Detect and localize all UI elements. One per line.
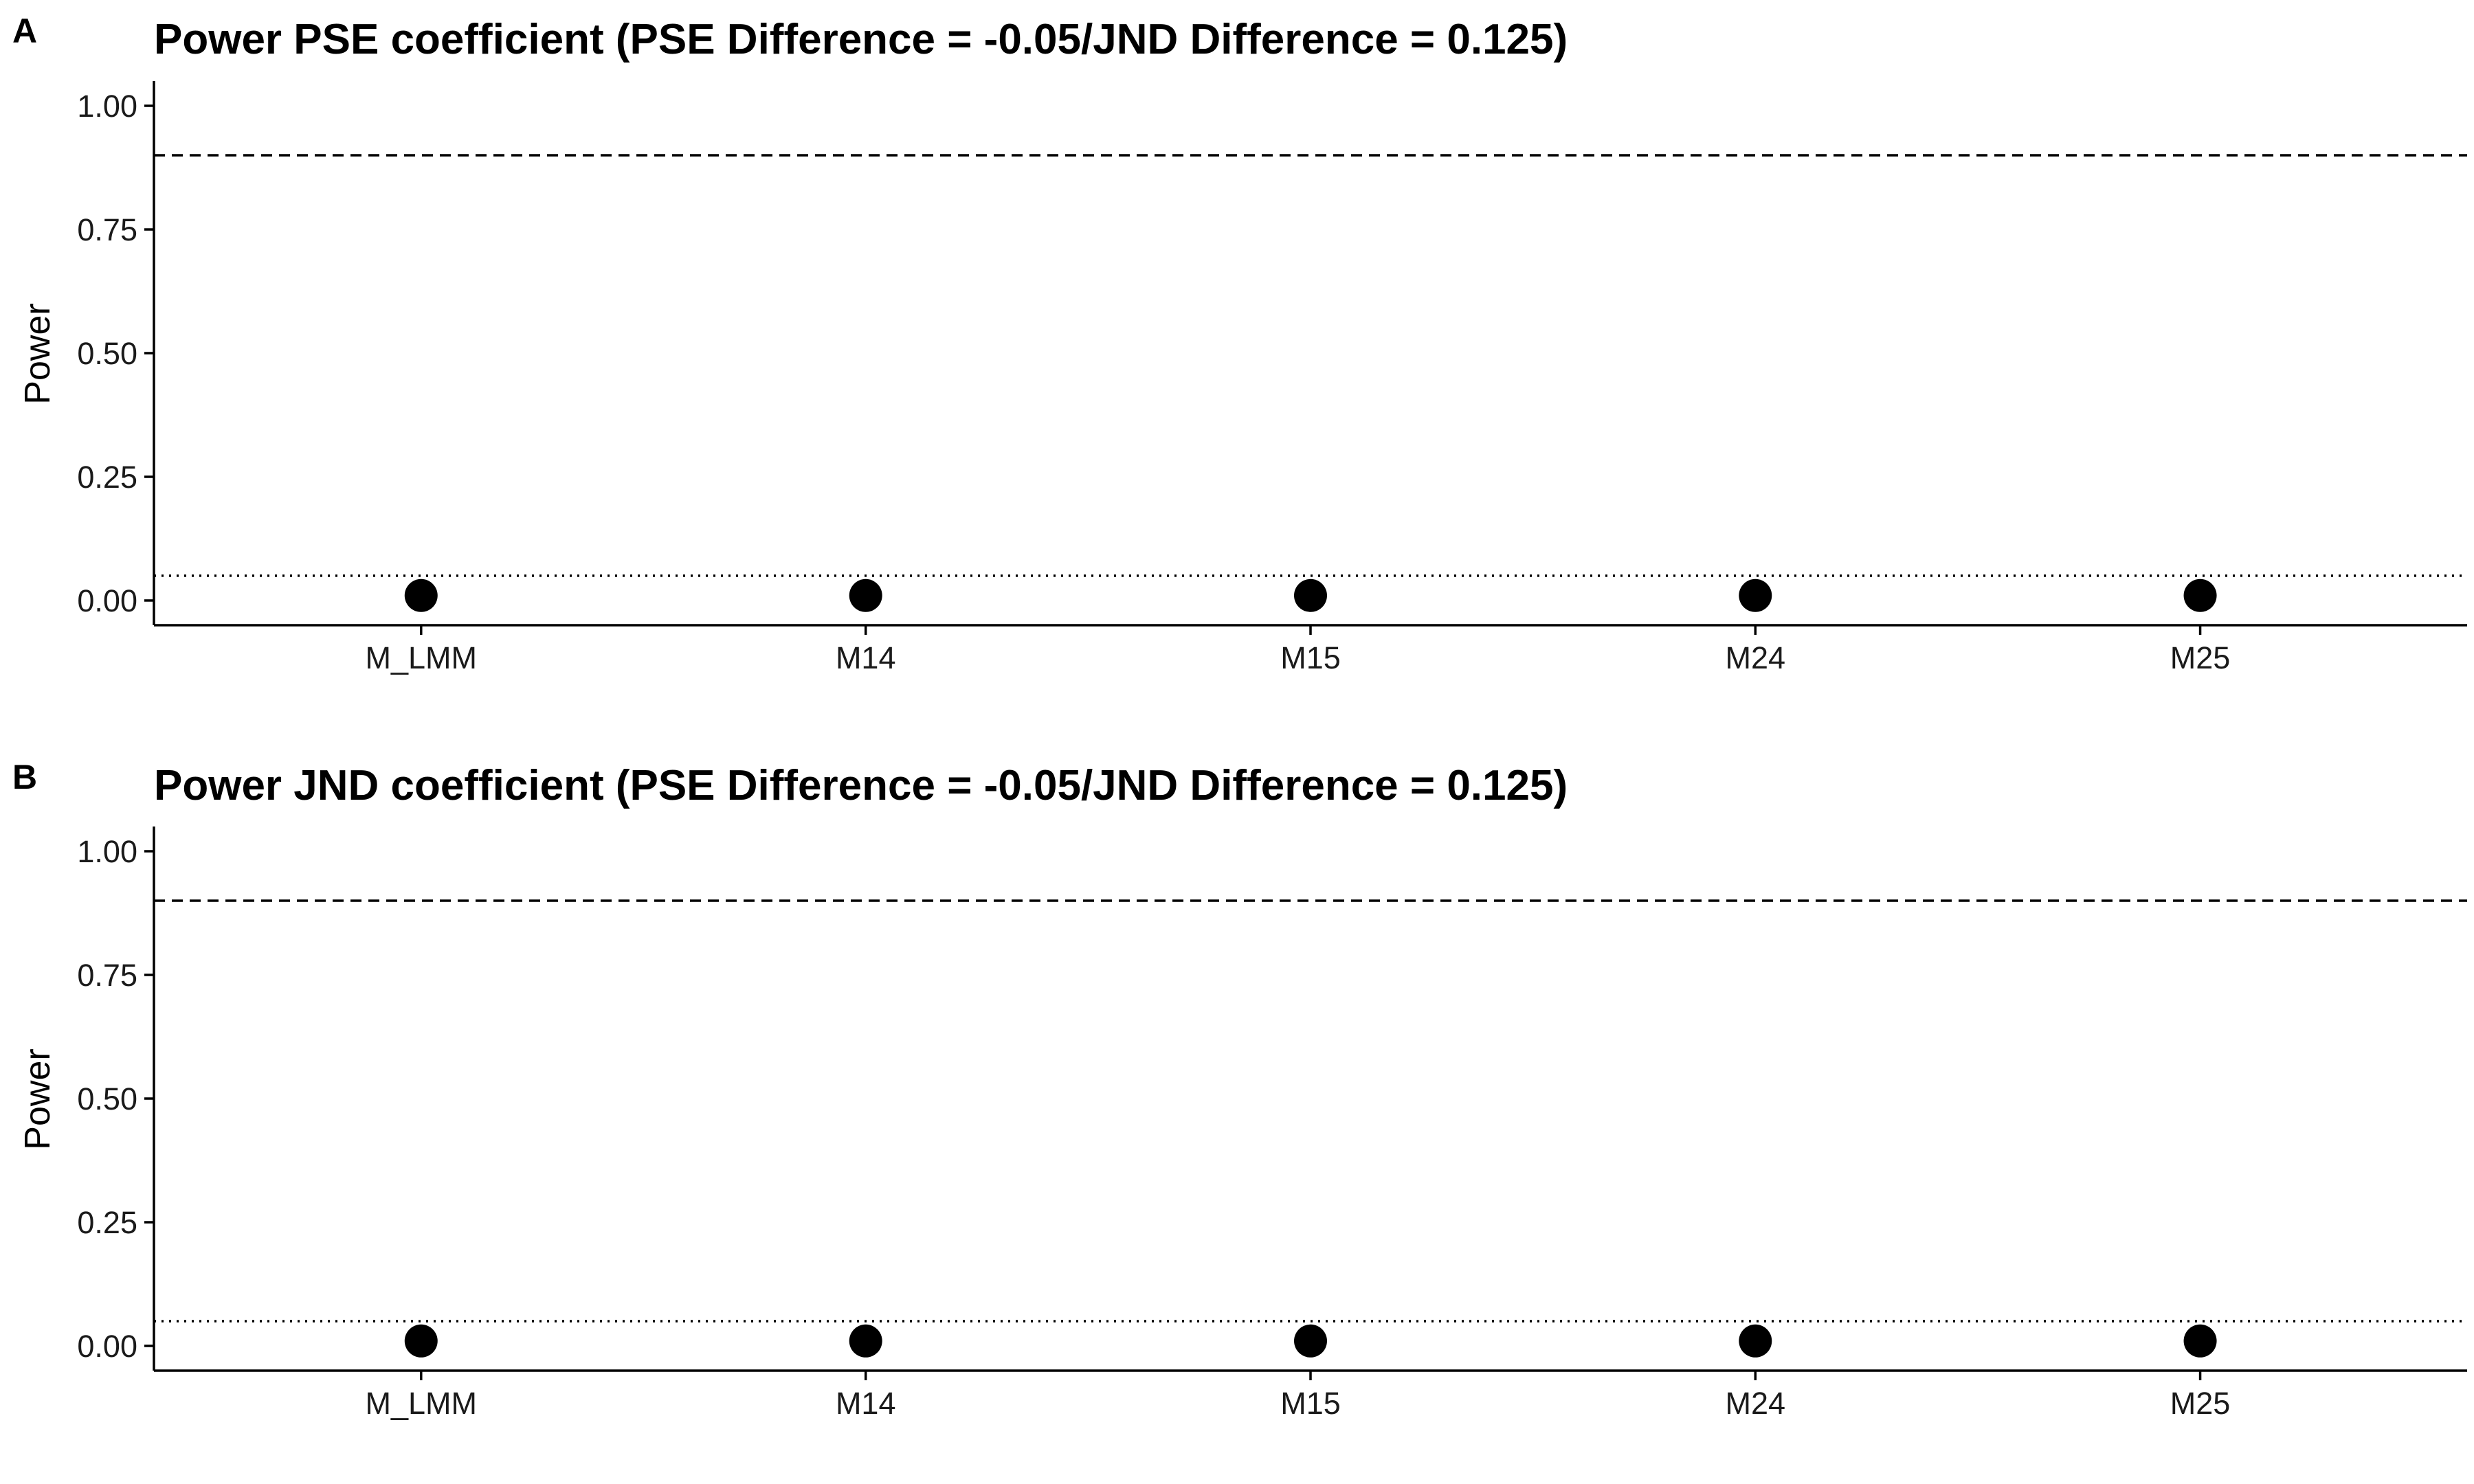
x-tick-label: M25: [2170, 640, 2231, 675]
y-tick-label: 0.25: [77, 460, 137, 495]
y-axis-label: Power: [18, 1048, 58, 1149]
x-tick-label: M14: [836, 640, 896, 675]
y-tick-label: 0.00: [77, 583, 137, 618]
data-point: [404, 1324, 438, 1358]
data-point: [2183, 578, 2217, 612]
data-point: [1294, 578, 1327, 612]
panel-label: A: [12, 12, 37, 50]
data-point: [1294, 1324, 1327, 1358]
data-point: [2183, 1324, 2217, 1358]
x-tick-label: M24: [1726, 1386, 1786, 1421]
plot-area: 0.00 0.25 0.50 0.75 1.00 M_LMM M14 M15 M24 M25: [77, 81, 2467, 675]
y-tick-label: 0.75: [77, 958, 137, 993]
x-tick-label: M_LMM: [366, 1386, 478, 1421]
y-tick-label: 1.00: [77, 89, 137, 124]
x-tick-label: M15: [1280, 1386, 1341, 1421]
y-tick-label: 0.50: [77, 1081, 137, 1116]
x-tick-label: M24: [1726, 640, 1786, 675]
y-tick-label: 0.75: [77, 212, 137, 247]
x-tick-label: M_LMM: [366, 640, 478, 675]
plot-title: Power PSE coefficient (PSE Difference = …: [154, 16, 1568, 63]
panel-b: B Power JND coefficient (PSE Difference …: [12, 758, 2467, 1421]
y-tick-label: 0.25: [77, 1205, 137, 1240]
data-point: [1739, 578, 1772, 612]
y-axis-label: Power: [18, 303, 58, 404]
data-point: [1739, 1324, 1772, 1358]
panel-a: A Power PSE coefficient (PSE Difference …: [12, 12, 2467, 675]
plot-title: Power JND coefficient (PSE Difference = …: [154, 762, 1568, 809]
panel-label: B: [12, 758, 37, 796]
data-point: [849, 578, 882, 612]
y-tick-label: 0.50: [77, 336, 137, 371]
plot-area: 0.00 0.25 0.50 0.75 1.00 M_LMM M14 M15 M24 M25: [77, 827, 2467, 1421]
x-tick-label: M14: [836, 1386, 896, 1421]
data-point: [849, 1324, 882, 1358]
data-point: [404, 578, 438, 612]
y-tick-label: 1.00: [77, 834, 137, 869]
x-tick-label: M15: [1280, 640, 1341, 675]
y-tick-label: 0.00: [77, 1329, 137, 1364]
x-tick-label: M25: [2170, 1386, 2231, 1421]
